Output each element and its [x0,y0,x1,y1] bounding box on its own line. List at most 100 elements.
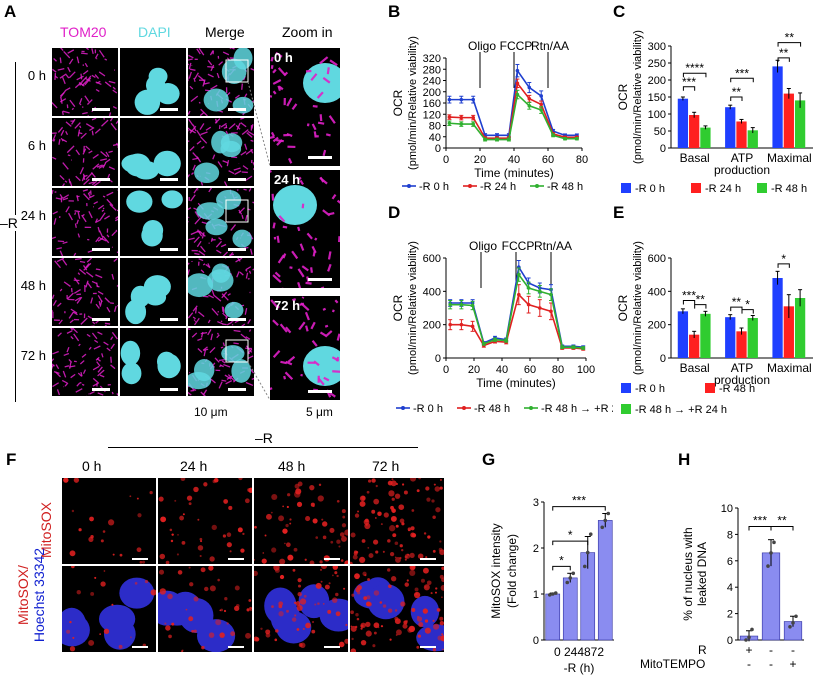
mito-stroke [306,232,313,240]
legend-marker [468,184,472,188]
mitosox-speck [321,518,324,521]
micrograph-2-3 [188,258,254,326]
scale-bar [324,558,340,560]
mito-stroke [87,315,93,319]
mitosox-speck [426,497,431,502]
mito-stroke [220,122,227,128]
mito-stroke [96,284,100,288]
mito-stroke [221,291,228,299]
mito-stroke [245,345,253,353]
mito-stroke [322,307,327,311]
y-tick-label: 0 [660,143,666,155]
x-tick-label: 100 [577,364,595,376]
mitosox-speck [343,587,346,590]
significance-bracket [682,300,696,305]
mito-stroke [275,51,283,58]
mitosox-speck [367,578,371,581]
mito-stroke [209,50,214,56]
mito-stroke [81,353,87,358]
mitosox-speck [373,498,380,505]
injection-label: FCCP [502,239,535,253]
mito-stroke [283,375,287,380]
mitosox-speck [270,511,273,514]
mito-stroke [109,118,114,122]
mito-stroke [218,381,223,389]
mitosox-speck [320,566,328,570]
data-point [551,133,555,138]
mito-stroke [222,312,228,318]
mitosox-speck [73,478,80,483]
scale-bar [324,646,340,648]
y-axis-label: MitoSOX intensity [489,523,503,618]
mito-stroke [70,373,76,379]
legend-label: -R 48 h [719,383,755,395]
mito-stroke [245,269,248,272]
mito-stroke [62,197,69,201]
mitosox-speck [298,584,301,588]
mitosox-speck [223,499,229,504]
mitosox-speck [169,528,173,532]
mito-stroke [188,63,190,66]
mito-stroke [69,181,73,186]
mito-stroke [97,366,103,373]
data-point [549,309,553,314]
mito-stroke [252,162,254,166]
mito-stroke [55,364,60,370]
mitosox-speck [171,533,174,536]
mitosox-speck [297,592,302,597]
mito-stroke [105,151,110,158]
category-label: production [714,163,770,177]
mitosox-speck [394,493,401,499]
mito-stroke [88,181,95,185]
mitosox-speck [422,567,429,574]
mitosox-speck [282,528,288,534]
mito-stroke [112,89,118,94]
mito-stroke [198,101,201,104]
significance-bracket [777,57,790,62]
mitosox-speck [222,534,227,538]
mito-stroke [193,236,200,243]
mito-stroke [117,146,118,148]
nucleus-shape [120,340,141,366]
mito-stroke [102,195,106,198]
bar [689,115,700,148]
mito-stroke [76,382,81,387]
series-line [449,68,577,137]
mito-stroke [236,189,239,191]
mito-stroke [91,280,98,285]
mitosox-speck [294,483,300,489]
mito-stroke [88,194,95,199]
mitosox-speck [278,611,284,617]
mito-stroke [222,342,225,347]
mitosox-speck [209,585,216,592]
legend-swatch [621,404,631,414]
y-axis-label-2: leaked DNA [695,542,709,606]
mitosox-speck [340,559,344,562]
mitosox-speck [420,578,425,583]
mito-stroke [74,210,81,213]
nucleus-shape [416,624,444,652]
mitosox-speck [289,522,292,525]
mitosox-speck [424,586,427,588]
replicate-point [565,580,570,585]
data-point [563,136,567,141]
scale-bar [308,278,332,281]
mitosox-speck [407,553,410,556]
mito-stroke [217,310,220,313]
mito-stroke [327,251,332,260]
mito-stroke [79,360,85,365]
side-label: –R [0,215,18,231]
mito-stroke [96,358,101,362]
mitosox-speck [392,533,397,538]
mitosox-speck [417,634,421,638]
mitosox-image-1-0 [158,478,252,564]
mitosox-speck [430,592,433,595]
mitosox-speck [176,553,179,556]
mito-stroke [324,324,329,328]
mito-stroke [74,258,82,261]
data-point [504,338,508,343]
mitosox-speck [181,650,184,652]
mitosox-speck [282,505,284,508]
mitosox-speck [344,560,348,564]
